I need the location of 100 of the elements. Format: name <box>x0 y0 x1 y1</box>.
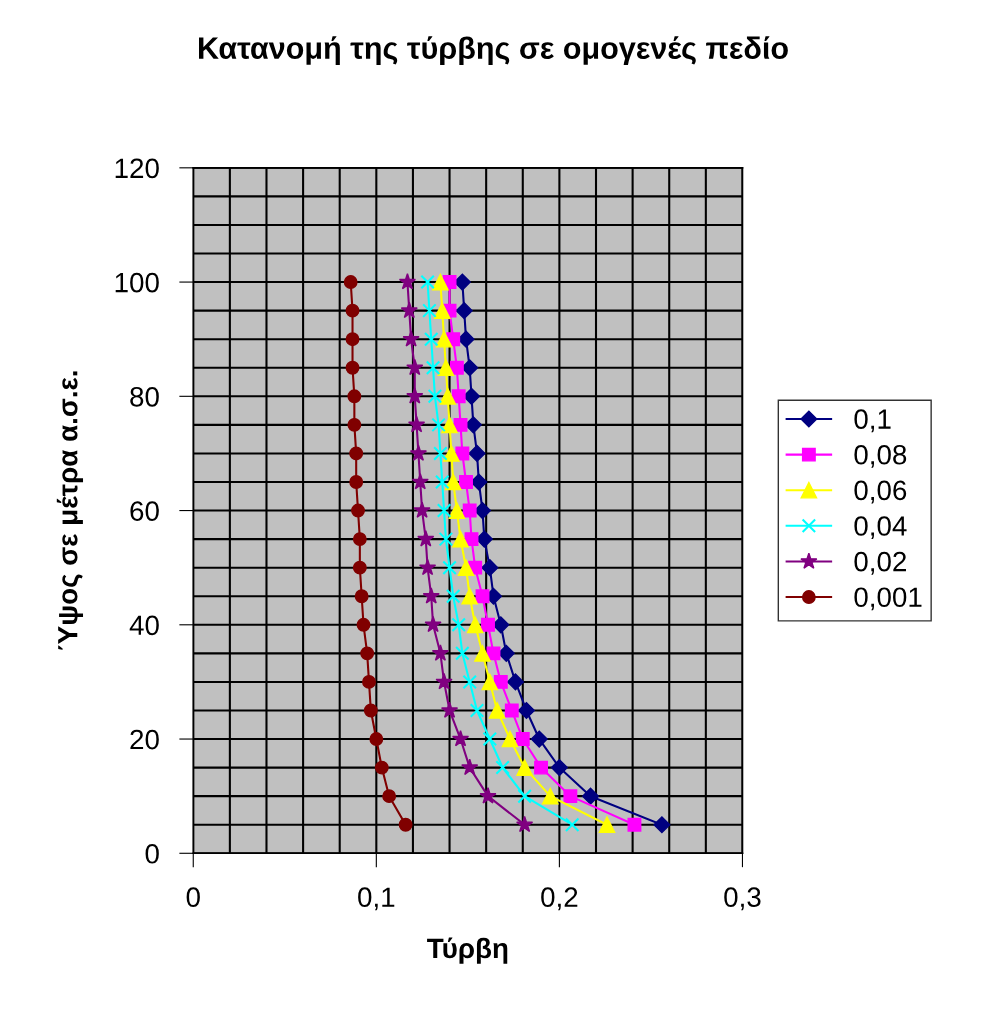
point <box>516 759 533 776</box>
point <box>436 503 452 518</box>
point <box>420 274 435 290</box>
legend-label: 0,06 <box>854 480 907 504</box>
point <box>400 301 418 319</box>
legend-label: 0,04 <box>854 516 907 540</box>
y-tick-label: 120 <box>115 158 159 179</box>
point <box>442 560 457 575</box>
legend-label: 0,001 <box>854 587 922 611</box>
point <box>598 816 616 834</box>
point <box>474 645 491 662</box>
point <box>492 616 510 634</box>
x-tick-label: 0,2 <box>541 887 578 911</box>
legend-label: 0,08 <box>854 444 907 468</box>
point <box>409 444 428 461</box>
point <box>354 589 369 604</box>
point <box>461 587 479 605</box>
point <box>515 815 534 833</box>
point <box>444 473 462 491</box>
point <box>517 788 532 804</box>
point <box>349 475 364 489</box>
point <box>351 503 365 518</box>
point <box>413 501 431 518</box>
point <box>469 703 485 718</box>
point <box>369 732 384 746</box>
y-tick-label: 80 <box>130 386 159 407</box>
point <box>461 758 479 776</box>
point <box>435 672 453 690</box>
point <box>349 446 364 461</box>
point <box>481 673 499 691</box>
point <box>506 673 525 691</box>
point <box>481 559 499 577</box>
point <box>382 789 397 804</box>
point <box>455 446 470 461</box>
y-tick-label: 0 <box>145 843 159 864</box>
point <box>479 787 497 804</box>
x-axis-title: Τύρβη <box>427 937 508 964</box>
point <box>406 387 424 404</box>
point <box>398 817 413 832</box>
point <box>443 445 460 462</box>
point <box>411 472 429 490</box>
point <box>407 415 426 433</box>
point <box>398 273 417 290</box>
point <box>406 358 424 376</box>
point <box>352 532 367 547</box>
point <box>431 644 450 661</box>
point <box>356 617 371 632</box>
point <box>345 303 360 318</box>
point <box>362 674 376 689</box>
point <box>434 474 450 490</box>
point <box>541 787 559 805</box>
point <box>427 389 443 404</box>
point <box>422 303 437 318</box>
point <box>422 587 440 604</box>
y-tick-label: 60 <box>130 501 159 521</box>
point <box>462 674 477 690</box>
legend-label: 0,1 <box>854 409 891 433</box>
point <box>352 560 367 575</box>
point <box>343 275 358 290</box>
point <box>345 360 360 375</box>
point <box>433 302 451 319</box>
point <box>461 359 479 377</box>
point <box>432 273 449 291</box>
x-tick-label: 0 <box>186 887 200 908</box>
point <box>534 760 549 775</box>
point <box>627 817 642 832</box>
x-tick-label: 0,3 <box>724 887 761 911</box>
legend-label: 0,02 <box>854 551 906 575</box>
point <box>504 703 519 718</box>
point <box>417 530 435 547</box>
point <box>433 446 448 461</box>
point <box>363 703 378 718</box>
chart-title: Κατανομή της τύρβης σε ομογενές πεδίο <box>199 36 788 65</box>
point <box>530 730 548 748</box>
point <box>462 503 477 518</box>
y-tick-label: 100 <box>115 272 159 293</box>
point <box>550 759 568 777</box>
point <box>402 330 420 347</box>
point <box>435 330 453 348</box>
point <box>440 701 459 718</box>
x-tick-label: 0,1 <box>358 887 395 911</box>
point <box>441 416 458 434</box>
point <box>455 302 473 320</box>
point <box>488 702 506 719</box>
point <box>448 502 466 519</box>
point <box>517 701 535 720</box>
point <box>451 730 470 747</box>
point <box>493 674 508 689</box>
point <box>347 417 362 432</box>
point <box>360 646 375 661</box>
point <box>452 530 469 548</box>
point <box>475 589 490 604</box>
point <box>345 332 360 347</box>
point <box>374 760 389 775</box>
point <box>418 558 437 576</box>
point <box>459 475 473 489</box>
point <box>438 531 454 547</box>
point <box>424 615 442 633</box>
point <box>482 731 498 747</box>
y-axis-title: Ύψος σε μέτρα α.σ.ε. <box>56 371 84 650</box>
